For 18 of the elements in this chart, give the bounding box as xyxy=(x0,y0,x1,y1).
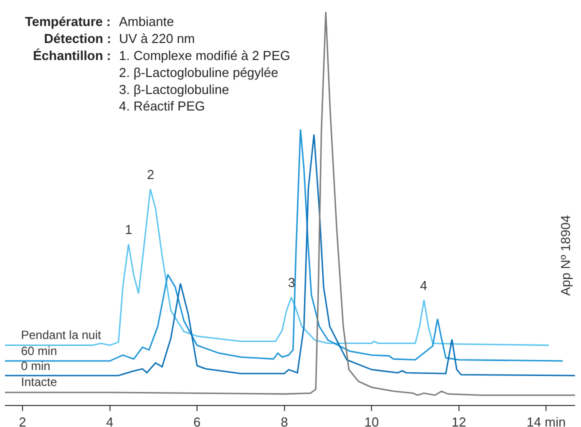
x-tick-label: 10 xyxy=(364,414,379,427)
x-tick-label: 14 min xyxy=(526,414,566,427)
series-label: 60 min xyxy=(21,344,58,358)
x-tick-label: 2 xyxy=(18,414,26,427)
annotation: 1 xyxy=(125,222,132,237)
x-tick-label: 6 xyxy=(193,414,201,427)
annotation: Détection : UV à 220 nm xyxy=(44,31,195,46)
x-tick-label: 8 xyxy=(280,414,288,427)
series-label: 0 min xyxy=(21,359,50,373)
annotation: 4 xyxy=(420,278,428,293)
annotation: Échantillon : 1. Complexe modifié à 2 PEG 2. β-Lactoglobuline pégylée 3. β-Lactoglobuline 4. Réactif PEG xyxy=(33,48,290,114)
series-label: Intacte xyxy=(21,375,58,389)
x-tick-label: 4 xyxy=(106,414,114,427)
x-tick-label: 12 xyxy=(452,414,466,427)
annotation: App Nº 18904 xyxy=(558,215,574,296)
annotation: Température : Ambiante xyxy=(25,14,174,29)
series-label: Pendant la nuit xyxy=(21,328,102,342)
annotation: 2 xyxy=(147,167,154,182)
